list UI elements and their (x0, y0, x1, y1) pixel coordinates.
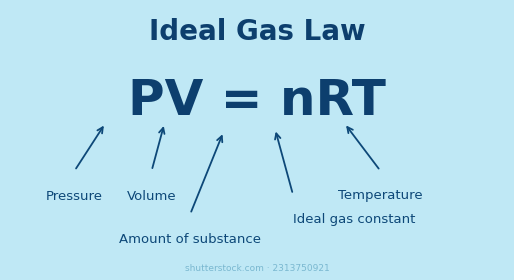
Text: Pressure: Pressure (46, 190, 103, 202)
Text: Volume: Volume (127, 190, 176, 202)
Text: Ideal Gas Law: Ideal Gas Law (149, 18, 365, 46)
Text: PV = nRT: PV = nRT (128, 77, 386, 125)
Text: Ideal gas constant: Ideal gas constant (293, 213, 415, 226)
Text: Temperature: Temperature (338, 190, 423, 202)
Text: shutterstock.com · 2313750921: shutterstock.com · 2313750921 (185, 264, 329, 273)
Text: Amount of substance: Amount of substance (119, 233, 261, 246)
